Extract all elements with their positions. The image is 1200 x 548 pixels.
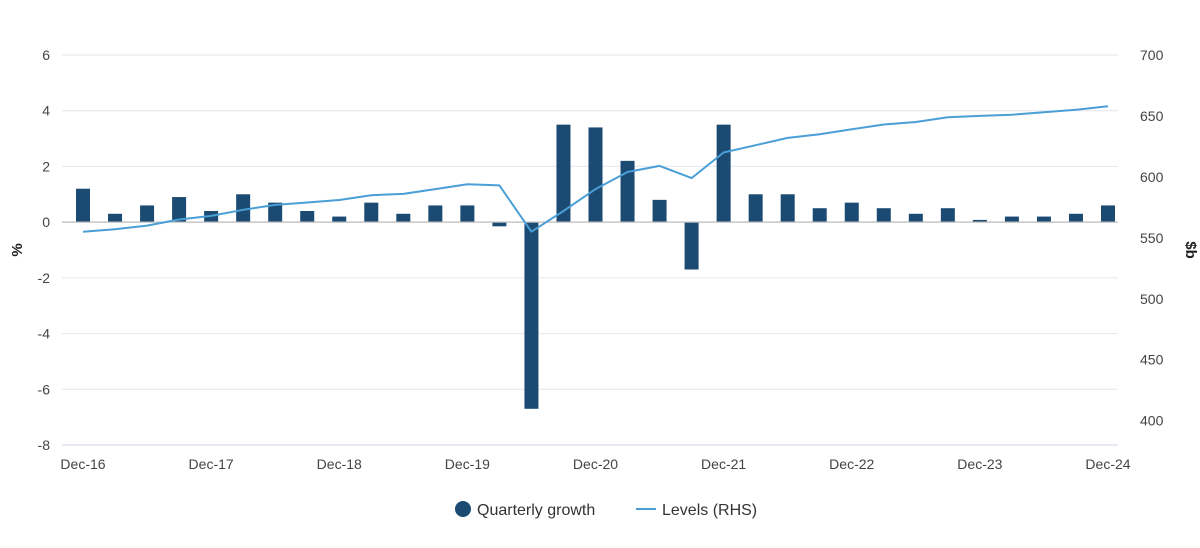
bar <box>428 205 443 223</box>
y2-tick-label: 650 <box>1140 108 1164 124</box>
x-tick-label: Dec-17 <box>189 456 234 472</box>
y-tick-label: -8 <box>38 437 51 453</box>
legend: Quarterly growth Levels (RHS) <box>455 501 757 519</box>
bar <box>780 194 795 223</box>
bar <box>652 199 667 223</box>
bar <box>556 124 571 223</box>
bar <box>684 222 699 270</box>
x-tick-label: Dec-20 <box>573 456 618 472</box>
y2-tick-label: 700 <box>1140 47 1164 63</box>
bar <box>236 194 251 223</box>
y-tick-label: 6 <box>42 47 50 63</box>
legend-marker-quarterly-growth <box>455 501 471 517</box>
y2-tick-label: 400 <box>1140 413 1164 429</box>
bar <box>460 205 475 223</box>
bar <box>300 211 315 223</box>
y-tick-label: -4 <box>38 326 51 342</box>
line-series <box>82 105 1109 233</box>
x-tick-label: Dec-16 <box>60 456 105 472</box>
bar <box>1101 205 1115 223</box>
bar <box>748 194 763 223</box>
bar-series <box>76 124 1115 409</box>
bar <box>172 197 187 223</box>
y-tick-label: -6 <box>38 381 51 397</box>
bar <box>268 202 283 223</box>
x-tick-label: Dec-19 <box>445 456 490 472</box>
bar <box>844 202 859 223</box>
x-tick-label: Dec-22 <box>829 456 874 472</box>
bar <box>332 216 347 223</box>
x-tick-label: Dec-18 <box>317 456 362 472</box>
legend-item-levels[interactable]: Levels (RHS) <box>636 502 757 519</box>
left-axis-ticks: 6 4 2 0 -2 -4 -6 -8 <box>38 47 51 453</box>
y2-tick-label: 450 <box>1140 352 1164 368</box>
bar <box>1036 216 1051 223</box>
legend-item-quarterly-growth[interactable]: Quarterly growth <box>455 501 595 519</box>
grid-lines <box>62 54 1118 446</box>
y2-tick-label: 600 <box>1140 169 1164 185</box>
bar <box>76 188 90 223</box>
bar <box>140 205 155 223</box>
bar <box>108 213 123 223</box>
x-tick-label: Dec-23 <box>957 456 1002 472</box>
y-tick-label: -2 <box>38 270 51 286</box>
bar <box>1068 213 1083 223</box>
y2-tick-label: 500 <box>1140 291 1164 307</box>
bar <box>492 222 507 227</box>
bar <box>972 219 987 223</box>
x-tick-label: Dec-24 <box>1085 456 1130 472</box>
bar <box>940 208 955 223</box>
right-axis-ticks: 700 650 600 550 500 450 400 <box>1140 47 1164 429</box>
bar <box>908 213 923 223</box>
legend-label-quarterly-growth: Quarterly growth <box>477 502 595 519</box>
bar <box>620 160 635 223</box>
bar <box>396 213 411 223</box>
y2-tick-label: 550 <box>1140 230 1164 246</box>
bar <box>812 208 827 223</box>
bar <box>716 124 731 223</box>
y-tick-label: 2 <box>42 158 50 174</box>
bar <box>1004 216 1019 223</box>
x-tick-label: Dec-21 <box>701 456 746 472</box>
right-axis-title: $b <box>1182 241 1199 259</box>
bar <box>876 208 891 223</box>
legend-label-levels: Levels (RHS) <box>662 502 757 519</box>
y-tick-label: 0 <box>42 214 50 230</box>
bar <box>364 202 379 223</box>
bar <box>524 222 539 409</box>
left-axis-title: % <box>9 243 26 256</box>
x-axis-ticks: Dec-16 Dec-17 Dec-18 Dec-19 Dec-20 Dec-21 Dec-… <box>60 456 1130 472</box>
levels-line <box>82 105 1109 233</box>
y-tick-label: 4 <box>42 103 50 119</box>
bar <box>588 127 603 223</box>
